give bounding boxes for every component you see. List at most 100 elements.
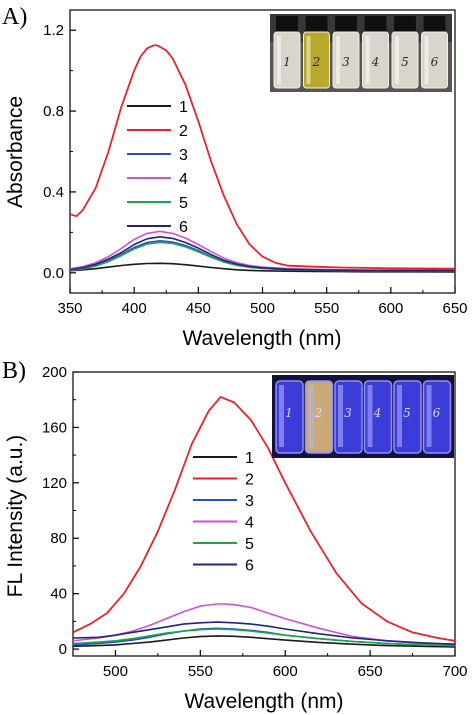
legend-label-5: 5 — [179, 195, 188, 212]
y-tick-label: 160 — [42, 419, 67, 436]
panel-b-y-ticks: 0 40 80 120 160 200 — [42, 364, 79, 658]
vial-number: 6 — [431, 55, 439, 69]
vial-number: 2 — [312, 55, 321, 69]
vial-5: 5 — [391, 16, 419, 89]
inset-a-vials: 1 2 3 4 5 6 — [273, 16, 448, 89]
series-line-6 — [73, 621, 455, 645]
series-line-1 — [73, 635, 455, 648]
vial-6: 6 — [421, 16, 448, 89]
series-line-4 — [73, 603, 455, 646]
panel-b-inset-photo: 1 2 3 4 5 6 — [272, 375, 454, 458]
legend-label-1: 1 — [245, 450, 254, 467]
series-line-1 — [70, 262, 455, 273]
vial-2: 2 — [304, 380, 334, 454]
panel-b-y-axis-title: FL Intensity (a.u.) — [4, 435, 27, 598]
vial-glare — [306, 36, 311, 84]
vial-glare — [424, 36, 429, 84]
legend-label-3: 3 — [179, 147, 188, 164]
panel-b: B) 500 550 600 650 700 0 40 80 120 160 200 1 2 3 4 5 6… — [2, 358, 468, 713]
vial-glare — [338, 385, 343, 447]
y-tick-label: 1.2 — [43, 22, 64, 39]
vial-cap — [335, 16, 357, 32]
vial-number: 3 — [342, 55, 350, 69]
vial-glare — [367, 385, 373, 447]
y-tick-label: 120 — [42, 475, 67, 492]
inset-b-vials: 1 2 3 4 5 6 — [275, 380, 452, 454]
x-tick-label: 450 — [186, 300, 211, 317]
vial-number: 2 — [314, 406, 323, 420]
legend-label-2: 2 — [179, 123, 188, 140]
vial-cap — [394, 16, 416, 32]
vial-glare — [395, 36, 399, 84]
x-tick-label: 650 — [358, 663, 383, 680]
vial-number: 5 — [401, 55, 409, 69]
panel-b-legend: 1 2 3 4 5 6 — [193, 450, 254, 575]
legend-label-2: 2 — [245, 472, 254, 489]
vial-glare — [277, 36, 281, 84]
series-line-2 — [70, 44, 455, 270]
y-tick-label: 0.8 — [43, 103, 64, 120]
panel-b-plot-frame — [72, 371, 456, 657]
vial-cap — [364, 16, 387, 32]
vial-1: 1 — [273, 16, 301, 89]
vial-glare — [365, 36, 370, 84]
vial-number: 5 — [403, 406, 411, 420]
series-line-2 — [73, 396, 455, 642]
panel-a-x-axis-title: Wavelength (nm) — [182, 327, 341, 350]
y-tick-label: 200 — [42, 364, 67, 381]
legend-label-3: 3 — [245, 493, 254, 510]
vial-number: 3 — [344, 406, 352, 420]
vial-cap — [423, 16, 446, 32]
vial-4: 4 — [363, 380, 393, 454]
panel-a-y-ticks: 0.0 0.4 0.8 1.2 — [43, 22, 76, 282]
vial-glare — [426, 385, 432, 447]
vial-number: 1 — [285, 406, 293, 420]
vial-cap — [276, 16, 298, 32]
panel-b-x-ticks: 500 550 600 650 700 — [72, 650, 468, 680]
vial-4: 4 — [362, 16, 389, 89]
panel-a: A) 350 400 450 500 550 600 650 0.0 0.4 0.8 1.2 1 2… — [2, 4, 468, 350]
legend-label-1: 1 — [179, 99, 188, 116]
panel-b-x-axis-title: Wavelength (nm) — [184, 690, 343, 713]
x-tick-label: 600 — [273, 663, 298, 680]
vial-2: 2 — [303, 16, 330, 89]
x-tick-label: 650 — [442, 300, 467, 317]
panel-b-series-lines — [73, 396, 455, 648]
legend-label-6: 6 — [245, 558, 254, 575]
series-line-5 — [73, 628, 455, 647]
x-tick-label: 400 — [122, 300, 147, 317]
panel-a-y-axis-title: Absorbance — [4, 96, 27, 208]
x-tick-label: 550 — [314, 300, 339, 317]
vial-3: 3 — [334, 380, 363, 454]
y-tick-label: 80 — [50, 530, 67, 547]
vial-glare — [308, 385, 314, 447]
x-tick-label: 500 — [250, 300, 275, 317]
vial-number: 1 — [283, 55, 291, 69]
panel-a-series-lines — [70, 44, 455, 273]
vial-number: 6 — [433, 406, 441, 420]
x-tick-label: 550 — [188, 663, 213, 680]
y-tick-label: 0.4 — [43, 184, 64, 201]
panel-b-label: B) — [2, 358, 26, 384]
vial-cap — [305, 16, 328, 32]
vial-glare — [336, 36, 340, 84]
y-tick-label: 0 — [59, 641, 67, 658]
x-tick-label: 600 — [378, 300, 403, 317]
legend-label-6: 6 — [179, 219, 188, 236]
vial-1: 1 — [275, 380, 304, 454]
x-tick-label: 350 — [57, 300, 82, 317]
y-tick-label: 40 — [50, 586, 67, 603]
vial-number: 4 — [371, 55, 380, 69]
series-line-6 — [70, 236, 455, 272]
panel-a-x-ticks: 350 400 450 500 550 600 650 — [57, 287, 468, 317]
vial-6: 6 — [422, 380, 452, 454]
legend-label-4: 4 — [245, 515, 254, 532]
panel-a-inset-photo: 1 2 3 4 5 6 — [270, 14, 452, 92]
y-tick-label: 0.0 — [43, 265, 64, 282]
vial-glare — [279, 385, 284, 447]
panel-a-label: A) — [2, 4, 27, 30]
vial-glare — [397, 385, 402, 447]
vial-number: 4 — [373, 406, 382, 420]
x-tick-label: 700 — [442, 663, 467, 680]
